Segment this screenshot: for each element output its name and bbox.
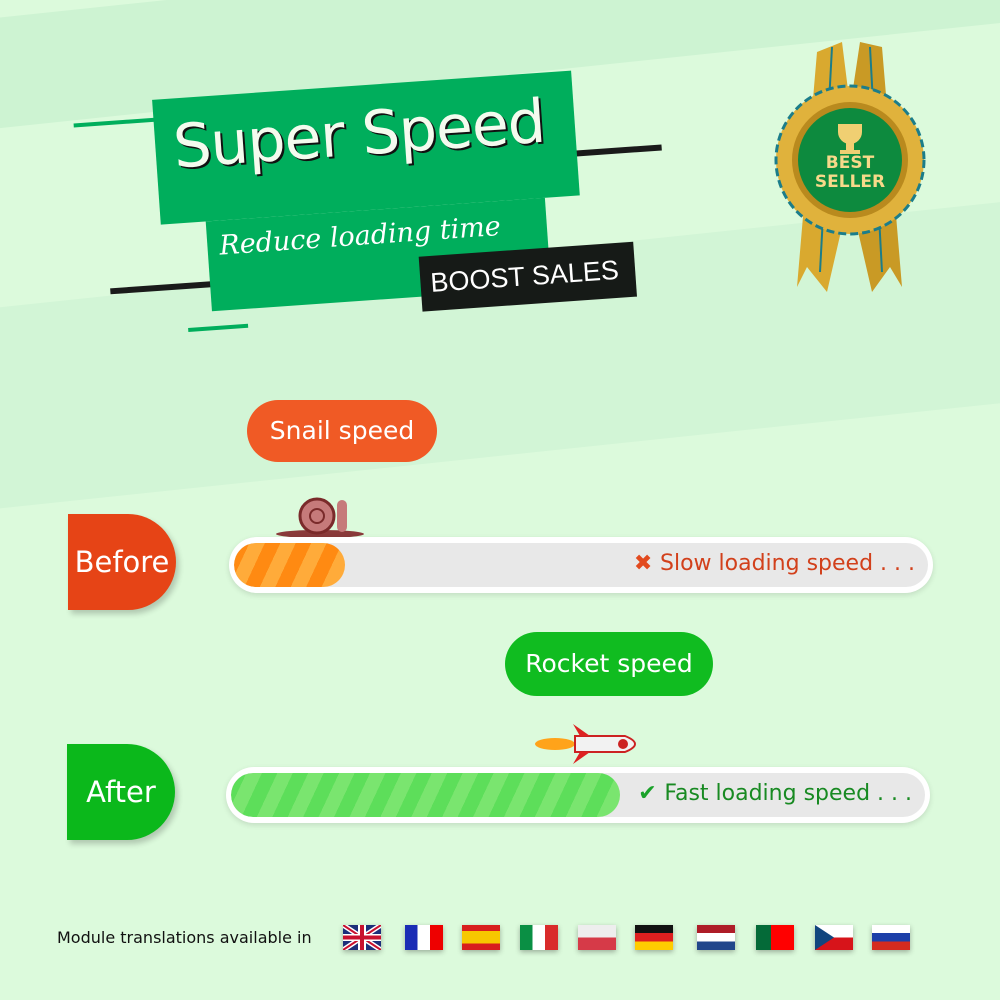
translations-label: Module translations available in bbox=[57, 928, 312, 947]
snail-speed-text: Snail speed bbox=[269, 416, 415, 445]
cross-icon: ✖ bbox=[633, 551, 661, 576]
flag-fr-icon bbox=[405, 925, 443, 950]
flag-de-icon bbox=[635, 925, 673, 950]
flag-cz-icon bbox=[815, 925, 853, 950]
snail-speed-bubble: Snail speed bbox=[247, 400, 437, 462]
after-label: After bbox=[86, 775, 156, 809]
banner-tagline: BOOST SALES bbox=[429, 254, 620, 298]
after-progress-bar: ✔ Fast loading speed . . . bbox=[226, 767, 930, 823]
banner-title: Super Speed bbox=[171, 86, 547, 183]
before-status-text: Slow loading speed . . . bbox=[660, 551, 915, 576]
badge-line2: SELLER bbox=[814, 172, 886, 192]
flag-ru-icon bbox=[872, 925, 910, 950]
before-progress-bar: ✖ Slow loading speed . . . bbox=[229, 537, 933, 593]
before-status: ✖ Slow loading speed . . . bbox=[634, 551, 915, 576]
flag-es-icon bbox=[462, 925, 500, 950]
after-tag: After bbox=[67, 744, 175, 840]
flag-nl-icon bbox=[697, 925, 735, 950]
flag-pt-icon bbox=[756, 925, 794, 950]
after-progress-fill bbox=[231, 773, 620, 817]
check-icon: ✔ bbox=[638, 781, 665, 806]
badge-line1: BEST bbox=[825, 153, 875, 173]
rocket-speed-text: Rocket speed bbox=[525, 649, 693, 678]
before-progress-fill bbox=[234, 543, 346, 587]
after-status-text: Fast loading speed . . . bbox=[664, 781, 912, 806]
before-tag: Before bbox=[68, 514, 176, 610]
rocket-icon bbox=[535, 722, 647, 766]
after-status: ✔ Fast loading speed . . . bbox=[638, 781, 912, 806]
flag-pl-icon bbox=[578, 925, 616, 950]
flag-uk-icon bbox=[343, 925, 381, 950]
best-seller-badge: BEST SELLER bbox=[772, 42, 928, 298]
snail-icon bbox=[275, 490, 365, 538]
rocket-speed-bubble: Rocket speed bbox=[505, 632, 713, 696]
before-label: Before bbox=[74, 545, 170, 579]
flag-it-icon bbox=[520, 925, 558, 950]
